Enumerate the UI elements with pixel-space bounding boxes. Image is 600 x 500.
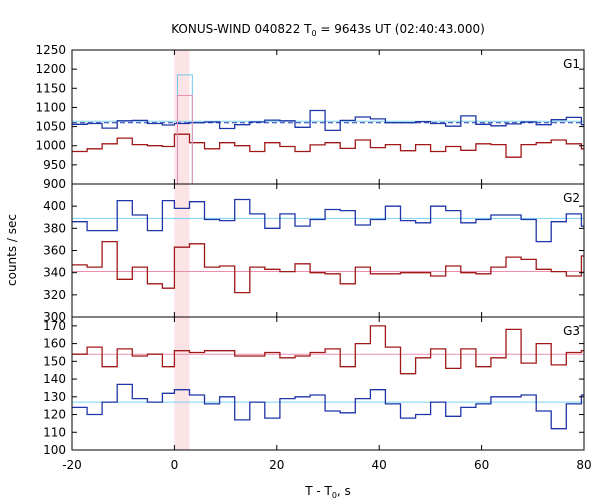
panel-g2-ytick-label: 340 (43, 266, 66, 280)
panel-g1-ytick-label: 1250 (35, 43, 66, 57)
panel-g3-frame (71, 316, 585, 451)
y-axis-label: counts / sec (5, 214, 19, 286)
xtick-label: 20 (269, 458, 284, 472)
panel-g3-ytick-label: 120 (43, 408, 66, 422)
panel-g2-frame (71, 183, 585, 318)
panel-g1-series-0 (72, 109, 584, 132)
panel-g1-ytick-label: 950 (43, 158, 66, 172)
panel-g1-label: G1 (563, 57, 580, 71)
x-axis-label: T - T0, s (304, 484, 351, 500)
panel-g2-series-1 (72, 240, 584, 294)
panel-g3-series-0 (72, 325, 584, 375)
panel-g3-ytick-label: 160 (43, 337, 66, 351)
panel-g3-ytick-label: 150 (43, 354, 66, 368)
panel-g2-series-0 (72, 198, 584, 243)
panel-g3-ytick-label: 110 (43, 425, 66, 439)
xtick-label: 40 (372, 458, 387, 472)
panel-g1-ytick-label: 900 (43, 177, 66, 191)
panel-g3-series-1 (72, 383, 584, 430)
panel-g3-ytick-label: 140 (43, 372, 66, 386)
panel-g2-ytick-label: 380 (43, 221, 66, 235)
panel-g1-peak-step-1 (176, 95, 193, 184)
panel-g3-ytick-label: 130 (43, 390, 66, 404)
xtick-label: 60 (474, 458, 489, 472)
panel-g1-frame (71, 49, 585, 185)
panel-g1-ytick-label: 1100 (35, 100, 66, 114)
panel-g3-ytick-label: 170 (43, 319, 66, 333)
panel-g1-ytick-label: 1050 (35, 120, 66, 134)
panel-g1-ytick-label: 1000 (35, 139, 66, 153)
xtick-label: 0 (171, 458, 179, 472)
panel-g2-ytick-label: 320 (43, 288, 66, 302)
xtick-label: -20 (62, 458, 82, 472)
panel-g1-ytick-label: 1150 (35, 81, 66, 95)
trigger-interval-shade (174, 50, 190, 450)
panel-g1-ytick-label: 1200 (35, 62, 66, 76)
panel-g2-ytick-label: 300 (43, 310, 66, 324)
xtick-label: 80 (576, 458, 591, 472)
panel-g1-series-1 (72, 133, 584, 158)
panel-g3-label: G3 (563, 324, 580, 338)
plot-area: 900950100010501100115012001250G130032034… (35, 43, 591, 472)
panel-g2-ytick-label: 360 (43, 244, 66, 258)
panel-g2-label: G2 (563, 191, 580, 205)
panel-g3-ytick-label: 100 (43, 443, 66, 457)
panel-g2-ytick-label: 400 (43, 199, 66, 213)
chart-title: KONUS-WIND 040822 T0 = 9643s UT (02:40:4… (171, 22, 485, 38)
